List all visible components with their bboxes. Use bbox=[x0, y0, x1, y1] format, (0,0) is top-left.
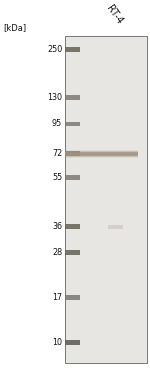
Bar bbox=[65, 95, 80, 100]
Bar bbox=[65, 152, 138, 156]
Text: 250: 250 bbox=[47, 45, 62, 54]
Bar bbox=[65, 122, 80, 126]
Bar bbox=[108, 225, 123, 229]
Bar bbox=[65, 153, 138, 157]
Bar bbox=[65, 154, 138, 158]
Bar bbox=[65, 48, 80, 53]
Text: 10: 10 bbox=[52, 338, 62, 347]
Bar bbox=[65, 150, 138, 154]
Text: [kDa]: [kDa] bbox=[3, 23, 26, 32]
Text: 36: 36 bbox=[52, 222, 62, 231]
Bar bbox=[65, 340, 80, 345]
Text: 95: 95 bbox=[52, 119, 62, 129]
Text: 17: 17 bbox=[52, 293, 62, 302]
Bar bbox=[65, 151, 138, 155]
Bar bbox=[65, 151, 80, 156]
Bar bbox=[65, 296, 80, 300]
Text: 55: 55 bbox=[52, 173, 62, 182]
Bar bbox=[65, 224, 80, 229]
Bar bbox=[65, 36, 147, 363]
Text: RT-4: RT-4 bbox=[104, 4, 124, 26]
Bar bbox=[65, 175, 80, 180]
Text: 28: 28 bbox=[52, 248, 62, 257]
Bar bbox=[65, 249, 80, 255]
Text: 130: 130 bbox=[47, 93, 62, 102]
Text: 72: 72 bbox=[52, 149, 62, 158]
